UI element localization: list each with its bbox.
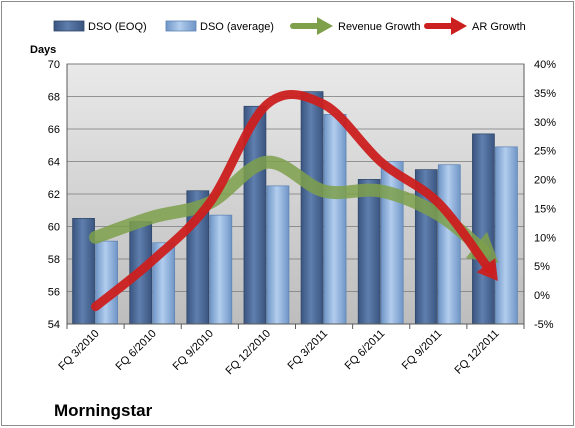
y-right-tick-label: 20% bbox=[534, 175, 556, 187]
legend-swatch-dso-eoq- bbox=[53, 20, 85, 32]
legend-swatch-dso-average- bbox=[165, 20, 197, 32]
y-left-tick-label: 58 bbox=[48, 254, 60, 266]
y-right-tick-label: 15% bbox=[534, 203, 556, 215]
x-tick-label: FQ 9/2011 bbox=[400, 328, 445, 373]
legend-label-revenue-growth: Revenue Growth bbox=[338, 21, 421, 33]
x-tick-label: FQ 3/2011 bbox=[286, 328, 331, 373]
y-axis-title: Days bbox=[30, 44, 56, 56]
y-left-tick-label: 56 bbox=[48, 287, 60, 299]
y-left-tick-label: 64 bbox=[48, 157, 60, 169]
y-right-tick-label: 40% bbox=[534, 59, 556, 71]
legend-arrowhead-revenue-growth bbox=[317, 17, 333, 35]
y-left-tick-label: 54 bbox=[48, 319, 60, 331]
y-left-tick-label: 66 bbox=[48, 124, 60, 136]
line-ar-growth bbox=[91, 90, 494, 312]
bar-dso-average--7 bbox=[495, 146, 518, 325]
brand-label: Morningstar bbox=[54, 401, 153, 420]
bar-dso-eoq--5 bbox=[357, 179, 381, 325]
bar-dso-average--4 bbox=[323, 114, 347, 325]
legend-label-ar-growth: AR Growth bbox=[472, 21, 526, 33]
x-tick-label: FQ 6/2010 bbox=[114, 328, 159, 373]
y-left-tick-label: 70 bbox=[48, 59, 60, 71]
x-tick-label: FQ 12/2011 bbox=[453, 328, 502, 377]
y-left-tick-label: 60 bbox=[48, 222, 60, 234]
x-tick-label: FQ 3/2010 bbox=[56, 328, 101, 373]
y-left-tick-label: 68 bbox=[48, 92, 60, 104]
x-tick-label: FQ 12/2010 bbox=[223, 328, 273, 378]
y-right-tick-label: 25% bbox=[534, 146, 556, 158]
x-tick-label: FQ 6/2011 bbox=[343, 328, 388, 373]
arrowhead-ar-growth bbox=[476, 258, 498, 281]
line-series bbox=[89, 90, 499, 312]
legend-label-dso-average-: DSO (average) bbox=[200, 21, 274, 33]
bar-dso-eoq--4 bbox=[300, 91, 324, 325]
y-left-tick-label: 62 bbox=[48, 189, 60, 201]
legend: DSO (EOQ) DSO (average) Revenue Growth AR G… bbox=[53, 17, 526, 35]
y-right-tick-label: 30% bbox=[534, 117, 556, 129]
legend-arrowhead-ar-growth bbox=[451, 17, 467, 35]
y-right-tick-label: -5% bbox=[534, 319, 554, 331]
legend-label-dso-eoq-: DSO (EOQ) bbox=[88, 21, 147, 33]
bar-series bbox=[72, 91, 518, 325]
bar-dso-average--6 bbox=[437, 164, 461, 325]
bar-dso-eoq--7 bbox=[472, 133, 495, 325]
x-tick-label: FQ 9/2010 bbox=[171, 328, 216, 373]
bar-dso-average--2 bbox=[209, 214, 233, 325]
y-right-tick-label: 10% bbox=[534, 232, 556, 244]
line-revenue-growth bbox=[89, 155, 491, 258]
y-right-tick-label: 35% bbox=[534, 88, 556, 100]
bar-dso-average--0 bbox=[95, 240, 118, 325]
y-right-tick-label: 5% bbox=[534, 261, 550, 273]
bar-dso-average--3 bbox=[266, 185, 290, 325]
y-right-tick-label: 0% bbox=[534, 290, 550, 302]
